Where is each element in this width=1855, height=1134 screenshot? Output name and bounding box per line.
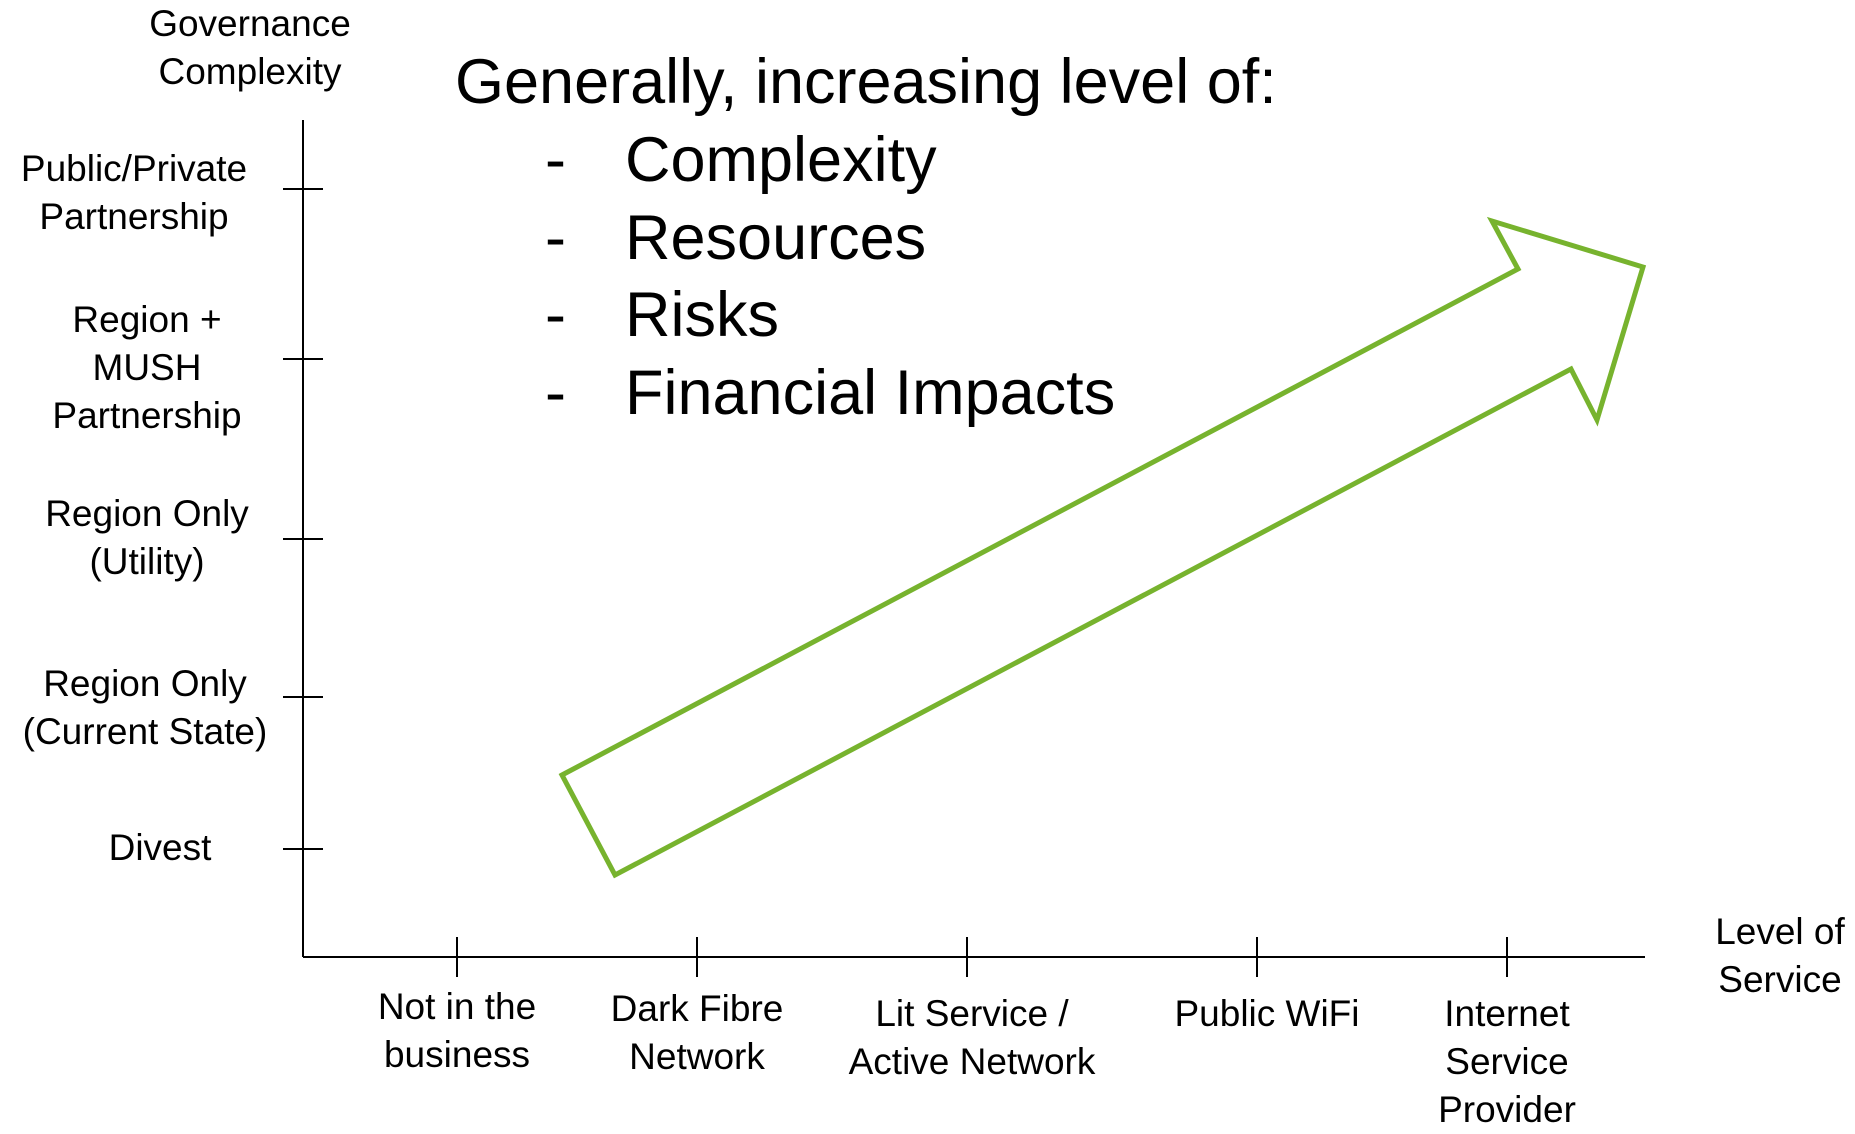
bullet-item: - Financial Impacts	[545, 355, 1115, 433]
annotation-heading: Generally, increasing level of:	[455, 47, 1277, 117]
bullet-text: Complexity	[625, 125, 937, 195]
y-level-label: Region Only (Current State)	[22, 663, 268, 752]
bullet-item: - Risks	[545, 277, 1115, 355]
bullet-text: Resources	[625, 202, 927, 273]
x-level-label: Dark Fibre Network	[610, 988, 784, 1077]
bullet-item: - Resources	[545, 200, 1115, 278]
bullet-dash: -	[545, 202, 566, 273]
annotation-bullet-list: - Complexity - Resources - Risks - Financial…	[545, 122, 1115, 432]
y-level-label: Region Only (Utility)	[45, 493, 249, 582]
bullet-dash: -	[545, 357, 566, 428]
x-axis-title: Level of Service	[1715, 911, 1845, 1000]
bullet-dash: -	[545, 125, 566, 195]
y-axis-title: Governance Complexity	[149, 3, 351, 92]
x-level-label: Public WiFi	[1174, 993, 1360, 1034]
x-level-label: Internet Service Provider	[1438, 993, 1576, 1130]
y-level-label: Region + MUSH Partnership	[52, 299, 242, 436]
increasing-trend-arrow	[558, 216, 1647, 879]
x-level-label: Not in the business	[377, 986, 537, 1075]
y-level-label: Divest	[108, 827, 212, 868]
bullet-item: - Complexity	[545, 122, 1115, 200]
bullet-text: Risks	[625, 280, 779, 350]
bullet-text: Financial Impacts	[625, 357, 1116, 428]
bullet-dash: -	[545, 280, 566, 350]
x-level-label: Lit Service / Active Network	[848, 993, 1096, 1082]
y-level-label: Public/Private Partnership	[20, 148, 248, 237]
